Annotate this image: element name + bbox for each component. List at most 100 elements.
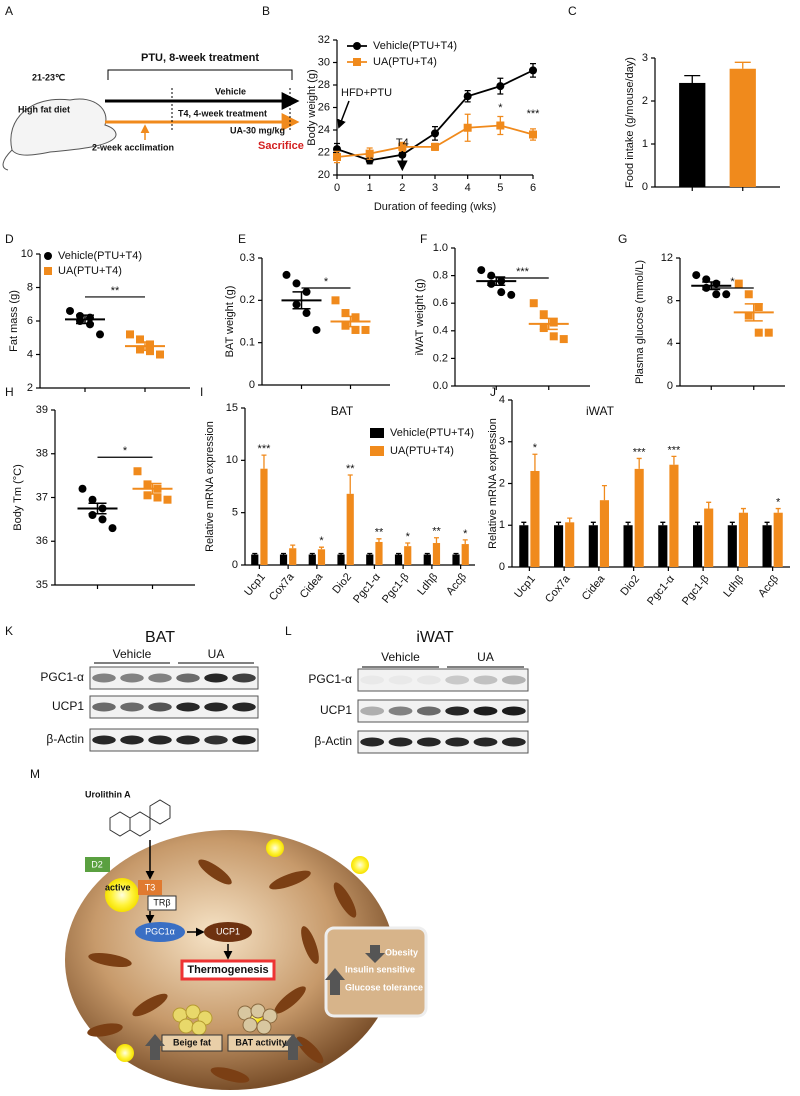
diet: High fat diet (18, 104, 70, 114)
x-tick-label: Cox7a (267, 570, 297, 603)
y-tick-label: 2 (642, 95, 648, 107)
error-bar (318, 546, 324, 550)
x-tick-label: Pgc1-β (380, 571, 412, 606)
point (431, 129, 439, 138)
annotation: * (498, 102, 503, 114)
bar (762, 525, 772, 567)
bar (279, 554, 288, 565)
bar (375, 541, 383, 565)
x-tick-label: Pgc1-α (351, 571, 383, 606)
band (416, 737, 441, 747)
bar (738, 512, 748, 567)
point (312, 325, 321, 334)
panel-label: I (200, 385, 203, 399)
x-tick-label: 2 (399, 182, 405, 194)
y-tick-label: 0 (667, 380, 673, 392)
point (744, 311, 753, 320)
point (146, 347, 154, 356)
point (331, 296, 340, 305)
band (232, 735, 256, 745)
error-bar (532, 453, 538, 471)
row-label: β-Actin (314, 734, 352, 748)
temperature: 21-23℃ (32, 72, 65, 82)
y-tick-label: 2 (27, 382, 33, 394)
row-label: PGC1-α (308, 672, 352, 686)
y-tick-label: 6 (27, 315, 33, 327)
structure (109, 799, 171, 837)
band (120, 702, 144, 712)
group-label: Vehicle (381, 650, 420, 664)
point (487, 271, 496, 280)
bar (432, 543, 441, 565)
bar (669, 464, 679, 567)
error-bar (376, 538, 382, 542)
outcome: Insulin sensitive (345, 964, 415, 974)
x-tick-label: Ldhβ (415, 571, 440, 598)
bracket (107, 69, 293, 80)
y-tick-label: 0.4 (433, 325, 448, 337)
point (361, 325, 370, 334)
blot-frame (357, 699, 529, 723)
point (754, 328, 763, 337)
error-bar (671, 455, 677, 465)
row-label: UCP1 (320, 703, 352, 717)
error-bar (521, 521, 527, 526)
band (360, 675, 385, 685)
error-bar (775, 507, 781, 513)
y-tick-label: 24 (318, 124, 330, 136)
blot-frame (89, 695, 259, 719)
annotation-arrow (337, 100, 350, 129)
band (416, 675, 441, 685)
x-tick-label: 0 (334, 182, 340, 194)
x-tick-label: 4 (465, 182, 471, 194)
bar (317, 549, 326, 565)
annotation: T4 (396, 137, 409, 149)
error-bar (143, 482, 162, 495)
point (88, 495, 97, 504)
point (463, 123, 472, 132)
bar (727, 525, 737, 567)
band (360, 737, 385, 747)
band (92, 735, 116, 745)
error-bar (740, 507, 746, 513)
annotation: *** (633, 446, 647, 458)
point (365, 149, 374, 158)
band (501, 737, 526, 747)
y-tick-label: 22 (318, 146, 330, 158)
point (143, 491, 152, 500)
y-tick-label: 0.2 (240, 294, 255, 306)
point (744, 290, 753, 299)
band (388, 737, 413, 747)
point (496, 121, 505, 130)
y-tick-label: 0.1 (240, 337, 255, 349)
process-box (180, 959, 276, 981)
tissue: BAT activity (235, 1037, 286, 1047)
y-tick-label: 0 (642, 181, 648, 193)
group-label: UA (477, 650, 494, 664)
y-axis-label: Body weight (g) (306, 69, 318, 145)
point (136, 345, 144, 354)
bar (337, 554, 345, 565)
error-bar (744, 303, 763, 322)
point (78, 484, 87, 493)
chart-title: iWAT (586, 404, 615, 418)
y-tick-label: 1 (499, 519, 505, 531)
point (712, 290, 721, 299)
row-label: PGC1-α (40, 670, 84, 684)
chart: 0.0 0.2 0.4 0.6 0.8 1.0 iWAT weight (g) *** (414, 242, 590, 392)
row-label: UCP1 (52, 699, 84, 713)
point (333, 153, 341, 161)
y-tick-label: 4 (499, 394, 505, 406)
error-bar (764, 521, 770, 526)
point (529, 66, 537, 75)
annotation: *** (527, 108, 541, 120)
bar (623, 525, 633, 567)
y-tick-label: 0 (249, 379, 255, 391)
bar (530, 470, 540, 567)
band (473, 706, 498, 716)
chart: 0 1 2 3 4 Ucp1 Cox7a Cidea Dio2 Pgc1-α Pgc1-β Ldhβ A… (487, 394, 790, 608)
point (98, 515, 107, 524)
bar (289, 548, 297, 565)
chart: 35 36 37 38 39 Body Tm (°C) * (12, 404, 195, 591)
point (96, 330, 104, 339)
